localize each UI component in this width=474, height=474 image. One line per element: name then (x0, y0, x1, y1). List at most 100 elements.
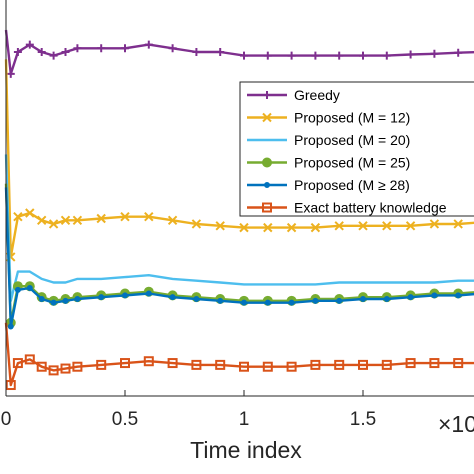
x-ticks: 0 0.5 1 1.5 (1, 390, 376, 430)
legend-item-greedy: Greedy (247, 87, 340, 103)
data-point-proposed-m-ge-28 (193, 296, 200, 303)
data-point-proposed-m-ge-28 (431, 292, 438, 299)
data-point-proposed-m-ge-28 (26, 285, 33, 292)
legend-marker (262, 202, 272, 213)
data-point-exact-battery-knowledge (405, 358, 416, 369)
data-point-exact-battery-knowledge (143, 356, 154, 367)
data-point-proposed-m-ge-28 (455, 292, 462, 299)
series-proposed-m-ge-28 (4, 187, 474, 330)
series-proposed-m-20 (4, 154, 474, 302)
data-point-proposed-m-12 (13, 211, 23, 222)
data-point-greedy (335, 51, 344, 60)
x-tick-label: 0 (1, 409, 12, 430)
legend-label: Proposed (M = 25) (294, 155, 410, 171)
series-exact-battery-knowledge (4, 322, 474, 391)
data-point-proposed-m-12 (405, 221, 416, 231)
data-point-proposed-m-12 (453, 219, 463, 229)
data-point-proposed-m-ge-28 (122, 292, 128, 299)
data-point-greedy (25, 40, 34, 49)
legend-item-proposed-m-ge-28: Proposed (M ≥ 28) (247, 177, 410, 193)
data-point-proposed-m-ge-28 (62, 297, 69, 304)
data-point-proposed-m-12 (215, 221, 225, 231)
legend-item-proposed-m-25: Proposed (M = 25) (247, 155, 410, 171)
x-axis-label: Time index (190, 437, 302, 463)
data-point-proposed-m-ge-28 (7, 323, 14, 330)
plot-area: 0 0.5 1 1.5 (1, 0, 474, 430)
data-point-greedy (382, 51, 391, 60)
legend-label: Proposed (M = 20) (294, 132, 410, 148)
data-point-exact-battery-knowledge (358, 359, 368, 370)
data-point-exact-battery-knowledge (310, 359, 321, 370)
data-point-proposed-m-12 (382, 221, 392, 231)
data-point-exact-battery-knowledge (72, 361, 83, 372)
data-point-exact-battery-knowledge (36, 361, 47, 372)
data-point-exact-battery-knowledge (334, 359, 345, 370)
data-point-proposed-m-12 (263, 222, 273, 233)
data-point-proposed-m-12 (72, 215, 83, 226)
legend-marker (263, 91, 271, 99)
data-point-greedy (311, 51, 320, 60)
data-point-proposed-m-12 (96, 213, 106, 224)
series-greedy (4, 29, 474, 78)
data-point-proposed-m-12 (310, 222, 321, 233)
legend-item-proposed-m-12: Proposed (M = 12) (247, 110, 410, 126)
data-point-exact-battery-knowledge (239, 361, 249, 372)
data-point-greedy (240, 51, 248, 60)
data-point-proposed-m-ge-28 (98, 294, 105, 301)
data-point-exact-battery-knowledge (381, 359, 392, 370)
data-point-greedy (13, 47, 22, 56)
data-point-greedy (454, 48, 463, 57)
legend-label: Proposed (M = 12) (294, 110, 410, 126)
data-point-exact-battery-knowledge (5, 380, 16, 391)
data-point-exact-battery-knowledge (48, 365, 59, 376)
legend: Greedy Proposed (M = 12) Proposed (M = 20)… (239, 81, 474, 217)
data-point-proposed-m-ge-28 (241, 299, 247, 306)
data-point-proposed-m-ge-28 (383, 296, 390, 303)
data-point-proposed-m-ge-28 (288, 299, 295, 306)
data-point-greedy (168, 44, 177, 53)
data-point-exact-battery-knowledge (167, 358, 178, 369)
legend-marker (264, 182, 270, 188)
legend-label: Greedy (294, 87, 340, 103)
series-line-proposed-m-20 (4, 154, 474, 302)
series-line-greedy (4, 29, 474, 76)
data-point-exact-battery-knowledge (429, 358, 440, 369)
data-point-greedy (144, 40, 153, 49)
data-point-greedy (287, 51, 296, 60)
legend-marker (262, 157, 272, 168)
data-point-proposed-m-12 (334, 221, 344, 231)
legend-item-proposed-m-20: Proposed (M = 20) (247, 132, 410, 148)
data-point-exact-battery-knowledge (120, 358, 130, 369)
data-point-greedy (121, 44, 129, 53)
data-point-greedy (359, 51, 367, 60)
series-line-exact-battery-knowledge (4, 322, 474, 387)
data-point-proposed-m-12 (239, 222, 249, 233)
data-point-proposed-m-ge-28 (336, 297, 343, 304)
x-tick-label: 1 (239, 409, 250, 430)
x-axis-exponent: ×10 (438, 411, 474, 437)
data-point-greedy (37, 47, 46, 56)
data-point-proposed-m-12 (60, 215, 71, 226)
data-point-proposed-m-12 (120, 211, 130, 222)
series-proposed-m-12 (4, 59, 474, 262)
data-point-proposed-m-ge-28 (50, 299, 57, 306)
data-point-greedy (97, 44, 106, 53)
data-point-exact-battery-knowledge (191, 359, 202, 370)
data-point-proposed-m-ge-28 (38, 296, 45, 303)
data-point-proposed-m-12 (144, 211, 154, 222)
data-point-proposed-m-ge-28 (217, 297, 224, 304)
data-point-proposed-m-12 (286, 222, 297, 233)
data-point-proposed-m-ge-28 (360, 296, 366, 303)
data-point-exact-battery-knowledge (262, 361, 273, 372)
data-point-proposed-m-12 (36, 215, 47, 226)
data-point-exact-battery-knowledge (96, 359, 107, 370)
data-point-exact-battery-knowledge (453, 358, 464, 369)
data-point-greedy (430, 49, 439, 58)
data-point-proposed-m-12 (48, 219, 59, 229)
data-point-greedy (61, 47, 70, 56)
data-point-proposed-m-12 (429, 219, 440, 229)
data-point-proposed-m-ge-28 (264, 299, 271, 306)
data-point-greedy (216, 47, 225, 56)
x-tick-label: 1.5 (350, 409, 376, 430)
